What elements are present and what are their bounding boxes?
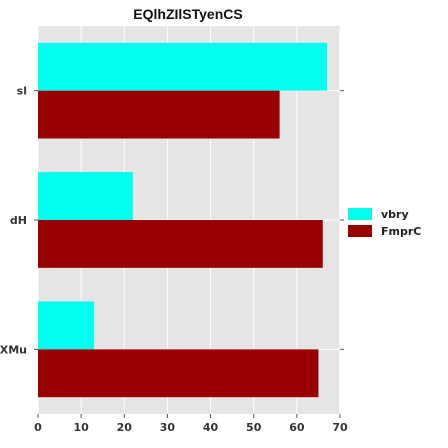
bar-vbry-dH <box>38 172 133 220</box>
bar-FmprC-ZXMu <box>38 349 319 398</box>
y-tick-label: sl <box>17 85 27 98</box>
bar-vbry-ZXMu <box>38 301 95 350</box>
x-tick-label: 10 <box>73 421 89 434</box>
legend-label-vbry: vbry <box>381 208 409 221</box>
bars <box>38 42 328 398</box>
bar-FmprC-sl <box>38 90 280 139</box>
x-tick-label: 30 <box>160 421 176 434</box>
legend-swatch-FmprC <box>348 225 372 237</box>
legend: vbry FmprC <box>348 208 421 238</box>
x-tick-labels: 0 10 20 30 40 50 60 70 <box>34 414 348 434</box>
bar-FmprC-dH <box>38 220 323 268</box>
x-tick-label: 40 <box>203 421 219 434</box>
y-tick-labels: sl dH ZXMu <box>0 85 344 356</box>
x-tick-label: 60 <box>289 421 305 434</box>
legend-label-FmprC: FmprC <box>381 225 421 238</box>
x-tick-label: 70 <box>332 421 348 434</box>
y-tick-label: dH <box>10 214 27 227</box>
legend-swatch-vbry <box>348 208 372 220</box>
x-tick-label: 50 <box>246 421 262 434</box>
y-tick-label: ZXMu <box>0 343 27 356</box>
chart-title: EQlhZIlSTyenCS <box>133 6 242 22</box>
x-tick-label: 0 <box>34 421 42 434</box>
bar-vbry-sl <box>38 42 328 91</box>
x-tick-label: 20 <box>117 421 133 434</box>
